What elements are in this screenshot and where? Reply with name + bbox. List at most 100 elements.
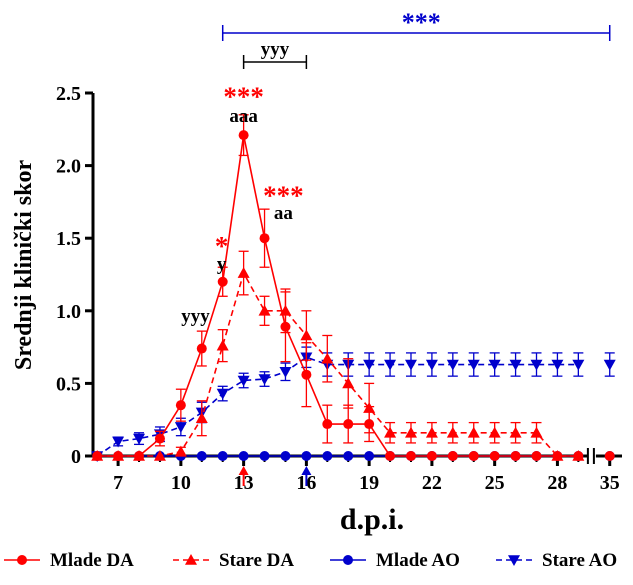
- data-point: [322, 451, 333, 461]
- data-point: [404, 426, 417, 438]
- significance-label: aa: [274, 203, 294, 224]
- data-point: [364, 451, 375, 461]
- y-tick-label: 0.5: [56, 373, 81, 395]
- data-point: [342, 377, 355, 389]
- data-point: [572, 359, 585, 371]
- data-point: [467, 426, 480, 438]
- legend-item: Mlade DA: [4, 550, 134, 571]
- data-point: [364, 419, 375, 430]
- data-point: [112, 436, 125, 448]
- data-point: [509, 426, 522, 438]
- legend-label: Mlade AO: [376, 550, 460, 571]
- data-point: [134, 451, 145, 461]
- data-point: [259, 233, 270, 244]
- data-point: [258, 304, 271, 316]
- data-point: [300, 329, 313, 341]
- data-point: [426, 451, 437, 461]
- timepoint-arrows: [238, 466, 312, 486]
- data-point: [604, 451, 615, 461]
- series-group: [91, 114, 616, 462]
- x-tick-label: 19: [359, 472, 379, 494]
- data-point: [343, 419, 354, 430]
- data-point: [237, 267, 250, 278]
- data-point: [217, 276, 228, 287]
- y-tick-label: 1.5: [56, 228, 81, 250]
- data-point: [404, 359, 417, 371]
- data-point: [530, 359, 543, 371]
- data-point: [425, 359, 438, 371]
- data-point: [237, 375, 250, 387]
- data-point: [279, 366, 292, 378]
- significance-label: yyy: [181, 306, 210, 327]
- legend-label: Mlade DA: [50, 550, 134, 571]
- data-point: [446, 359, 459, 371]
- x-tick-label: 7: [113, 472, 123, 494]
- data-point: [238, 130, 249, 141]
- data-point: [301, 451, 312, 461]
- significance-label: ***: [223, 82, 264, 112]
- data-point: [343, 451, 354, 461]
- series-line: [96, 356, 579, 457]
- legend: Mlade DA Stare DA Mlade AO Stare AO: [4, 550, 617, 571]
- arrow-head: [238, 466, 249, 475]
- data-point: [175, 400, 186, 411]
- legend-marker: [508, 555, 520, 566]
- significance-label: aaa: [229, 106, 258, 127]
- data-point: [113, 451, 124, 461]
- arrow-head: [301, 466, 312, 475]
- significance-label: y: [217, 254, 227, 275]
- data-point: [196, 343, 207, 354]
- x-tick-label: 25: [485, 472, 505, 494]
- data-point: [488, 426, 501, 438]
- data-point: [363, 359, 376, 371]
- data-point: [174, 422, 187, 433]
- axes: 00.51.01.52.02.57 10 13 16 19 22 25 28 35: [56, 83, 622, 494]
- data-point: [280, 321, 291, 332]
- y-tick-label: 1.0: [56, 301, 81, 323]
- data-point: [467, 359, 480, 371]
- data-point: [384, 426, 397, 438]
- legend-item: Mlade AO: [330, 550, 460, 571]
- significance-brackets: *** yyy: [221, 8, 611, 69]
- legend-item: Stare DA: [173, 550, 294, 571]
- y-tick-label: 2.0: [56, 156, 81, 178]
- data-point: [195, 412, 208, 424]
- data-point: [405, 451, 416, 461]
- data-point: [174, 445, 187, 457]
- bracket-label: ***: [402, 8, 441, 37]
- data-point: [154, 433, 165, 444]
- data-point: [238, 451, 249, 461]
- data-point: [92, 451, 103, 461]
- data-point: [510, 451, 521, 461]
- data-point: [489, 451, 500, 461]
- legend-item: Stare AO: [496, 550, 617, 571]
- data-point: [446, 426, 459, 438]
- data-point: [468, 451, 479, 461]
- series-stare-ao: [91, 346, 616, 462]
- data-point: [322, 419, 333, 430]
- y-tick-label: 2.5: [56, 83, 81, 105]
- series-line: [97, 134, 579, 457]
- data-point: [259, 451, 270, 461]
- legend-marker: [343, 555, 353, 565]
- data-point: [447, 451, 458, 461]
- data-point: [530, 426, 543, 438]
- data-point: [216, 339, 229, 351]
- legend-label: Stare DA: [219, 550, 294, 571]
- data-point: [509, 359, 522, 371]
- data-point: [301, 369, 312, 380]
- data-point: [153, 450, 166, 461]
- significance-label: *: [215, 231, 229, 261]
- data-point: [217, 451, 228, 461]
- data-point: [216, 388, 229, 400]
- data-point: [280, 451, 291, 461]
- x-tick-label: 22: [422, 472, 442, 494]
- data-point: [258, 374, 271, 386]
- legend-label: Stare AO: [542, 550, 617, 571]
- data-point: [384, 359, 397, 371]
- data-point: [573, 451, 584, 461]
- data-point: [552, 451, 563, 461]
- x-tick-label: 10: [171, 472, 191, 494]
